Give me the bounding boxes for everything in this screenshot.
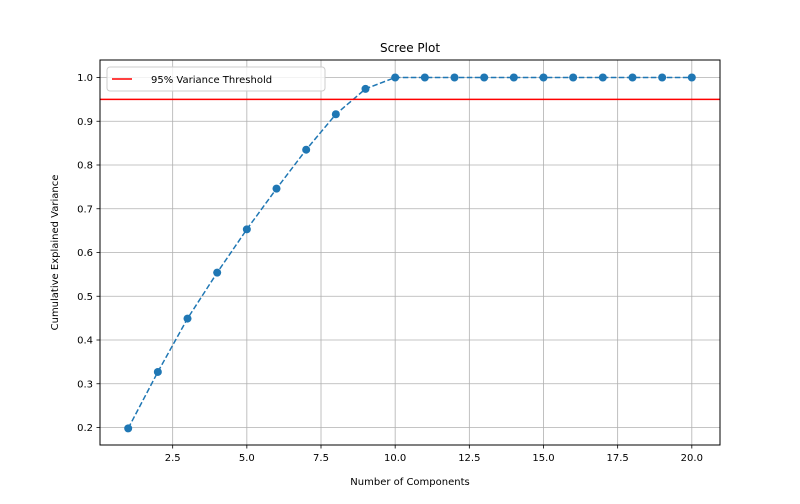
data-point <box>242 225 251 234</box>
data-point <box>628 73 637 82</box>
x-tick-label: 7.5 <box>313 453 329 464</box>
series-layer <box>100 73 720 433</box>
data-point <box>124 424 133 433</box>
data-point <box>539 73 548 82</box>
y-axis-label: Cumulative Explained Variance <box>50 175 61 331</box>
y-tick-label: 0.9 <box>77 117 93 128</box>
data-point <box>509 73 518 82</box>
legend: 95% Variance Threshold <box>106 66 326 92</box>
data-point <box>658 73 667 82</box>
y-tick-label: 0.4 <box>77 336 93 347</box>
data-point <box>480 73 489 82</box>
data-point <box>361 84 370 93</box>
x-tick-label: 12.5 <box>458 453 480 464</box>
data-point <box>687 73 696 82</box>
x-tick-label: 20.0 <box>681 453 703 464</box>
data-point <box>569 73 578 82</box>
y-tick-label: 0.3 <box>77 379 93 390</box>
x-tick-label: 10.0 <box>384 453 406 464</box>
legend-label-threshold: 95% Variance Threshold <box>151 75 272 86</box>
grid-layer <box>100 60 720 445</box>
data-point <box>183 314 192 323</box>
x-tick-label: 17.5 <box>607 453 629 464</box>
data-point <box>331 110 340 119</box>
y-tick-label: 0.8 <box>77 161 93 172</box>
data-point <box>598 73 607 82</box>
data-point <box>391 73 400 82</box>
x-axis-label: Number of Components <box>350 477 469 488</box>
data-point <box>153 367 162 376</box>
data-point <box>420 73 429 82</box>
legend-box <box>106 66 326 92</box>
x-tick-label: 5.0 <box>239 453 255 464</box>
y-tick-label: 0.5 <box>77 292 93 303</box>
data-point <box>450 73 459 82</box>
x-tick-label: 15.0 <box>532 453 554 464</box>
series-line <box>127 76 692 429</box>
y-tick-label: 1.0 <box>77 73 93 84</box>
y-tick-label: 0.7 <box>77 204 93 215</box>
chart-title: Scree Plot <box>380 41 440 55</box>
y-tick-label: 0.6 <box>77 248 93 259</box>
data-point <box>302 145 311 154</box>
y-tick-label: 0.2 <box>77 423 93 434</box>
data-point <box>213 268 222 277</box>
x-tick-label: 2.5 <box>165 453 181 464</box>
tick-layer: 2.5 5.0 7.5 10.0 12.5 15.0 17.5 20.0 0.2 0.3 0.4 0.… <box>77 73 703 464</box>
data-point <box>272 184 281 193</box>
